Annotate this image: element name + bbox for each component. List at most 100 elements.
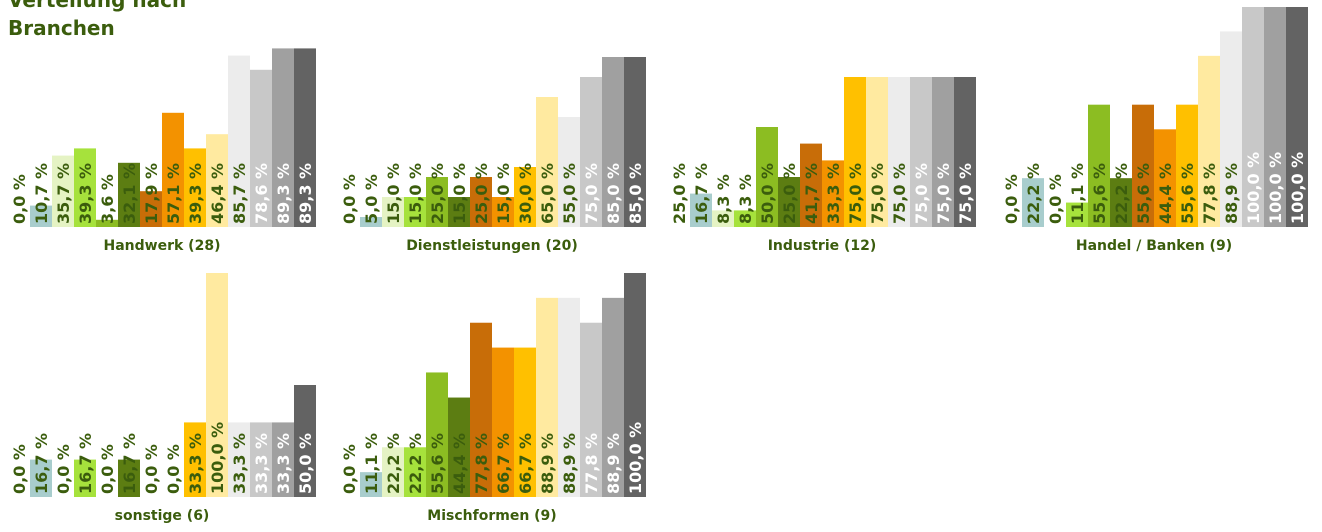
bar [954, 77, 976, 227]
data-label: 100,0 % [1244, 152, 1263, 224]
chart-subtitle: Industrie (12) [768, 238, 877, 254]
data-label: 0,0 % [1002, 174, 1021, 224]
bar [558, 117, 580, 227]
title-line-1: Verteilung nach [8, 0, 187, 12]
data-label: 78,6 % [252, 163, 271, 224]
data-label: 25,0 % [780, 163, 799, 224]
data-label: 33,3 % [186, 433, 205, 494]
bar [1066, 202, 1088, 227]
bar [382, 447, 404, 497]
data-label: 75,0 % [934, 163, 953, 224]
bar [910, 77, 932, 227]
chart-subtitle: Handel / Banken (9) [1076, 238, 1232, 254]
bar [250, 422, 272, 497]
data-label: 44,4 % [450, 433, 469, 494]
data-label: 100,0 % [208, 422, 227, 494]
chart-panel: 0,0 % 11,1 % 22,2 % 22,2 % 55,6 % 44,4 % 77,8 … [340, 273, 646, 524]
data-label: 22,2 % [384, 433, 403, 494]
data-label: 15,0 % [494, 163, 513, 224]
data-label: 41,7 % [802, 163, 821, 224]
data-label: 8,3 % [736, 174, 755, 224]
bar [1022, 178, 1044, 227]
bar [1176, 104, 1198, 227]
bar [30, 459, 52, 497]
bar [778, 177, 800, 227]
bar [536, 97, 558, 227]
data-label: 15,0 % [384, 163, 403, 224]
data-label: 22,2 % [1112, 163, 1131, 224]
bar [74, 459, 96, 497]
bar [1264, 7, 1286, 227]
bar [514, 347, 536, 497]
bar [30, 205, 52, 227]
data-label: 15,0 % [406, 163, 425, 224]
data-label: 11,1 % [362, 433, 381, 494]
data-label: 55,6 % [1134, 163, 1153, 224]
bar [118, 459, 140, 497]
bar [250, 69, 272, 227]
bar [184, 148, 206, 227]
bar [1242, 7, 1264, 227]
data-label: 22,2 % [1024, 163, 1043, 224]
data-label: 25,0 % [670, 163, 689, 224]
chart-subtitle: Mischformen (9) [427, 508, 556, 524]
bar [52, 155, 74, 227]
data-label: 0,0 % [1046, 174, 1065, 224]
data-label: 0,0 % [340, 444, 359, 494]
bar [228, 55, 250, 227]
chart-subtitle: Dienstleistungen (20) [406, 238, 578, 254]
bar [514, 167, 536, 227]
chart-subtitle: sonstige (6) [115, 508, 210, 524]
title-line-2: Branchen [8, 16, 115, 40]
data-label: 75,0 % [956, 163, 975, 224]
bar [74, 148, 96, 227]
bar [382, 197, 404, 227]
data-label: 66,7 % [516, 433, 535, 494]
chart-subtitle: Handwerk (28) [104, 238, 221, 254]
bar [1286, 7, 1308, 227]
chart-panel: 0,0 % 16,7 % 0,0 % 16,7 % 0,0 % 16,7 % 0,0 % 0,… [10, 273, 316, 524]
data-label: 85,0 % [604, 163, 623, 224]
data-label: 33,3 % [230, 433, 249, 494]
bar [162, 112, 184, 227]
data-label: 0,0 % [54, 444, 73, 494]
data-label: 77,8 % [582, 433, 601, 494]
bar [360, 217, 382, 227]
bar [734, 210, 756, 227]
bar [272, 48, 294, 228]
data-label: 33,3 % [824, 163, 843, 224]
chart-panel: 0,0 % 10,7 % 35,7 % 39,3 % 3,6 % 32,1 % 17,9 %… [10, 48, 316, 254]
data-label: 17,9 % [142, 163, 161, 224]
bar [580, 77, 602, 227]
data-label: 55,0 % [560, 163, 579, 224]
data-label: 77,8 % [472, 433, 491, 494]
bar [228, 422, 250, 497]
data-label: 25,0 % [428, 163, 447, 224]
bar [932, 77, 954, 227]
data-label: 25,0 % [472, 163, 491, 224]
data-label: 57,1 % [164, 163, 183, 224]
data-label: 55,6 % [1178, 163, 1197, 224]
data-label: 77,8 % [1200, 163, 1219, 224]
bar [1198, 55, 1220, 228]
chart-panel: 0,0 % 5,0 % 15,0 % 15,0 % 25,0 % 15,0 % 25,0 %… [340, 57, 646, 254]
bar [426, 177, 448, 227]
data-label: 88,9 % [560, 433, 579, 494]
bar [96, 219, 118, 227]
data-label: 16,7 % [32, 433, 51, 494]
data-label: 11,1 % [1068, 163, 1087, 224]
bar [448, 397, 470, 497]
data-label: 55,6 % [428, 433, 447, 494]
bar [492, 197, 514, 227]
data-label: 0,0 % [164, 444, 183, 494]
bar [624, 273, 646, 497]
bar [690, 193, 712, 227]
bar [294, 48, 316, 228]
bar [602, 57, 624, 227]
bar [1088, 104, 1110, 227]
data-label: 33,3 % [274, 433, 293, 494]
data-label: 85,0 % [626, 163, 645, 224]
bar [756, 127, 778, 227]
bar [470, 177, 492, 227]
